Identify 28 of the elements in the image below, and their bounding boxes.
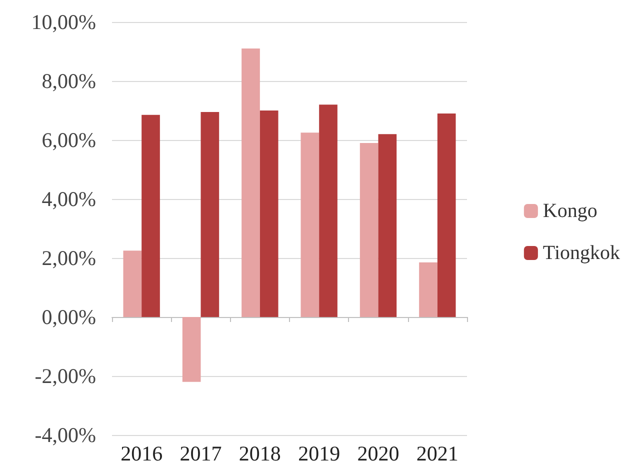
bar [319,104,338,317]
bar [360,142,378,317]
y-tick-label: 8,00% [42,69,96,93]
bar [182,317,201,382]
bar [123,250,142,317]
bar [260,110,278,317]
y-tick-label: 10,00% [31,10,96,34]
x-tick-label: 2016 [120,442,163,464]
bar [437,113,456,317]
bar [378,134,397,317]
bar [242,48,260,317]
legend-label: Kongo [542,200,598,222]
y-tick-label: 2,00% [42,246,96,270]
x-tick-label: 2017 [180,442,222,464]
x-tick-label: 2018 [238,442,281,464]
bar [300,132,320,317]
y-tick-label: -4,00% [34,423,96,447]
legend-label: Tiongkok [542,242,620,264]
x-tick-label: 2020 [357,442,400,464]
y-tick-label: 4,00% [42,187,96,211]
x-tick-label: 2021 [416,442,458,464]
bar [142,114,160,317]
y-tick-label: -2,00% [34,364,96,388]
bar [419,262,438,317]
bar [200,112,220,317]
y-tick-label: 0,00% [42,305,96,329]
y-tick-label: 6,00% [42,128,96,152]
x-tick-label: 2019 [298,442,340,464]
